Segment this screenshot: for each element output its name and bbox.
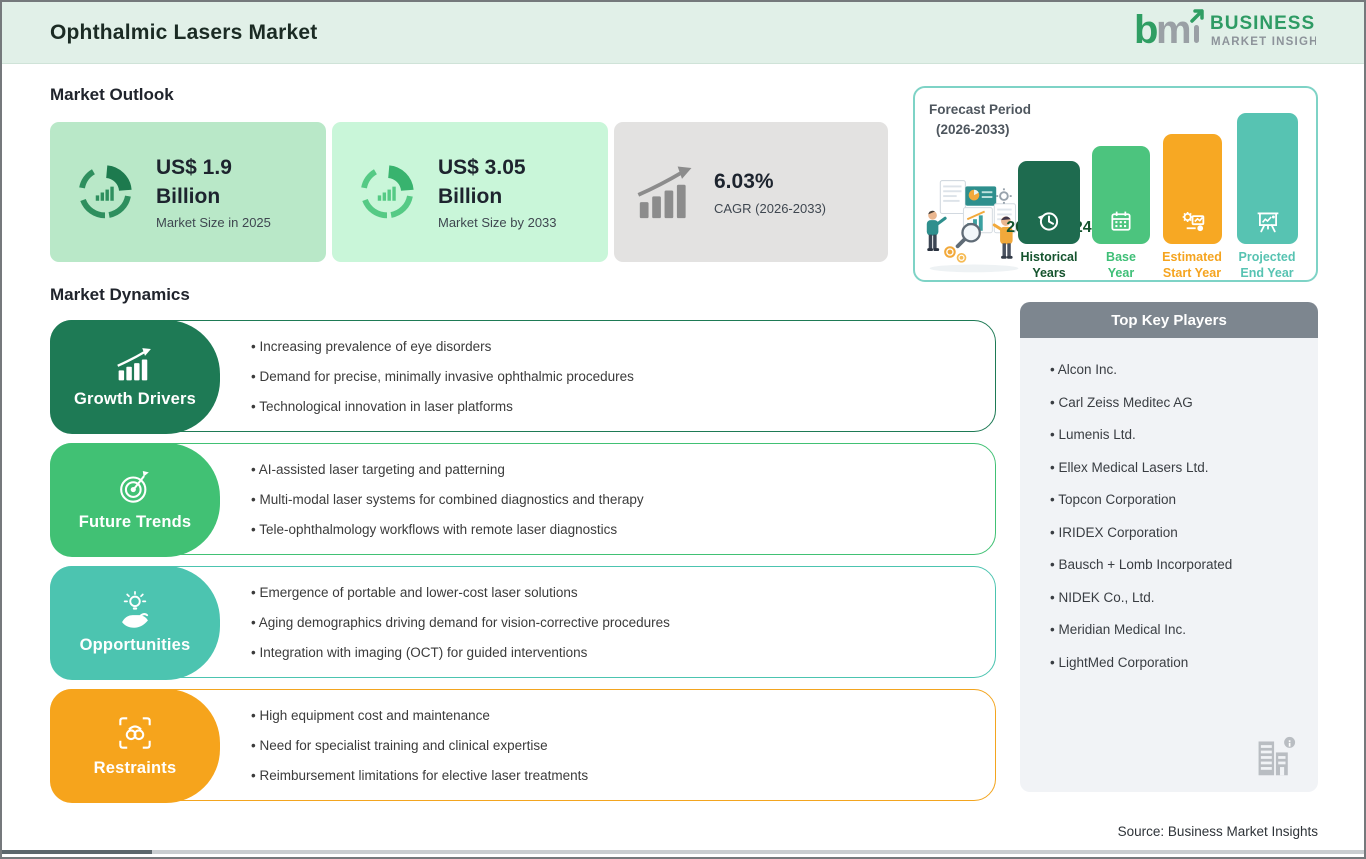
header-bar: Ophthalmic Lasers Market b m BUSINESS MA…: [2, 2, 1364, 64]
stat-card-market-size-2025: US$ 1.9 Billion Market Size in 2025: [50, 122, 326, 262]
forecast-bar-historical: [1018, 161, 1080, 244]
stat-caption: Market Size by 2033: [438, 214, 557, 230]
bullet-item: Increasing prevalence of eye disorders: [251, 339, 634, 354]
dynamics-row-opportunities: Opportunities Emergence of portable and …: [50, 566, 996, 680]
pill-label: Restraints: [93, 759, 177, 777]
bmi-logo: b m BUSINESS MARKET INSIGHTS: [1132, 7, 1335, 58]
forecast-bar-caption: Estimated Start Year: [1162, 250, 1222, 280]
key-players-list: Alcon Inc. Carl Zeiss Meditec AG Lumenis…: [1020, 338, 1318, 670]
stat-card-market-size-2033: US$ 3.05 Billion Market Size by 2033: [332, 122, 608, 262]
top-key-players-heading: Top Key Players: [1020, 302, 1318, 338]
estimate-gear-icon: [1182, 212, 1204, 232]
source-attribution: Source: Business Market Insights: [1117, 824, 1318, 839]
growth-drivers-pill: Growth Drivers: [50, 320, 220, 434]
presentation-icon: [1257, 212, 1278, 233]
company-buildings-icon: [1258, 736, 1296, 776]
key-player-item: Topcon Corporation: [1050, 492, 1308, 507]
forecast-bar-base: [1092, 146, 1150, 244]
bulb-hand-icon: [122, 591, 149, 628]
bullet-item: Demand for precise, minimally invasive o…: [251, 369, 633, 384]
bullet-item: Technological innovation in laser platfo…: [251, 399, 634, 414]
key-player-item: Ellex Medical Lasers Ltd.: [1050, 460, 1308, 475]
stat-value: 6.03%: [714, 170, 774, 194]
restraints-bullets: High equipment cost and maintenance Need…: [251, 690, 588, 800]
forecast-bar-estimated: [1163, 134, 1222, 244]
svg-text:m: m: [1156, 8, 1192, 52]
opportunities-bullets: Emergence of portable and lower-cost las…: [251, 567, 670, 677]
dynamics-row-growth-drivers: Growth Drivers Increasing prevalence of …: [50, 320, 996, 434]
bullet-item: Integration with imaging (OCT) for guide…: [251, 645, 670, 660]
svg-text:BUSINESS: BUSINESS: [1210, 13, 1315, 34]
opportunities-pill: Opportunities: [50, 566, 220, 680]
growth-drivers-bullets: Increasing prevalence of eye disorders D…: [251, 321, 634, 431]
bullet-item: Emergence of portable and lower-cost las…: [251, 585, 670, 600]
key-player-item: Alcon Inc.: [1050, 362, 1308, 377]
key-player-item: IRIDEX Corporation: [1050, 525, 1308, 540]
bullet-item: Tele-ophthalmology workflows with remote…: [251, 522, 644, 537]
key-player-item: Carl Zeiss Meditec AG: [1050, 395, 1308, 410]
stat-value: US$ 1.9 Billion: [156, 156, 232, 208]
key-player-item: Meridian Medical Inc.: [1050, 622, 1308, 637]
bar-growth-icon: [117, 348, 151, 381]
svg-text:MARKET INSIGHTS: MARKET INSIGHTS: [1211, 36, 1316, 48]
stat-value: US$ 3.05 Billion: [438, 156, 526, 208]
scrollbar-thumb[interactable]: [2, 850, 152, 854]
history-clock-icon: [1037, 212, 1059, 231]
key-player-item: NIDEK Co., Ltd.: [1050, 590, 1308, 605]
bullet-item: High equipment cost and maintenance: [251, 708, 588, 723]
forecast-bar-projected: [1237, 113, 1298, 244]
svg-text:b: b: [1134, 8, 1158, 52]
growth-arrow-icon: [637, 166, 692, 219]
dynamics-row-restraints: Restraints High equipment cost and maint…: [50, 689, 996, 803]
calendar-icon: [1111, 211, 1131, 231]
donut-chart-icon: [361, 165, 414, 219]
pill-label: Growth Drivers: [74, 390, 196, 408]
horizontal-scrollbar[interactable]: [2, 850, 1364, 854]
stat-card-cagr: 6.03% CAGR (2026-2033): [614, 122, 888, 262]
pill-label: Opportunities: [79, 636, 191, 654]
bullet-item: Aging demographics driving demand for vi…: [251, 615, 670, 630]
pill-label: Future Trends: [78, 513, 192, 531]
forecast-bar-caption: Base Year: [1106, 250, 1136, 280]
market-outlook-heading: Market Outlook: [50, 85, 174, 104]
donut-chart-icon: [79, 165, 132, 219]
future-trends-pill: Future Trends: [50, 443, 220, 557]
bullet-item: Reimbursement limitations for elective l…: [251, 768, 588, 783]
future-trends-bullets: AI-assisted laser targeting and patterni…: [251, 444, 644, 554]
forecast-period-title: Forecast Period (2026-2033): [929, 102, 1032, 137]
forecast-bar-caption: Historical Years: [1020, 250, 1078, 280]
key-player-item: Bausch + Lomb Incorporated: [1050, 557, 1308, 572]
restraints-pill: Restraints: [50, 689, 220, 803]
forecast-bar-caption: Projected End Year: [1238, 250, 1296, 280]
forecast-period-panel: Forecast Period (2026-2033): [913, 86, 1318, 282]
analysts-illustration: [926, 180, 1019, 273]
bmi-logo-icon: b m BUSINESS MARKET INSIGHTS: [1134, 8, 1335, 52]
key-player-item: Lumenis Ltd.: [1050, 427, 1308, 442]
bullet-item: Need for specialist training and clinica…: [251, 738, 588, 753]
chain-link-icon: [119, 717, 151, 749]
stat-caption: CAGR (2026-2033): [714, 200, 826, 216]
top-key-players-panel: Top Key Players Alcon Inc. Carl Zeiss Me…: [1020, 302, 1318, 792]
dynamics-row-future-trends: Future Trends AI-assisted laser targetin…: [50, 443, 996, 557]
key-player-item: LightMed Corporation: [1050, 655, 1308, 670]
stat-caption: Market Size in 2025: [156, 214, 271, 230]
market-dynamics-heading: Market Dynamics: [50, 285, 190, 304]
bullet-item: AI-assisted laser targeting and patterni…: [251, 462, 644, 477]
bullet-item: Multi-modal laser systems for combined d…: [251, 492, 643, 507]
page-title: Ophthalmic Lasers Market: [50, 20, 318, 44]
target-icon: [120, 471, 149, 503]
